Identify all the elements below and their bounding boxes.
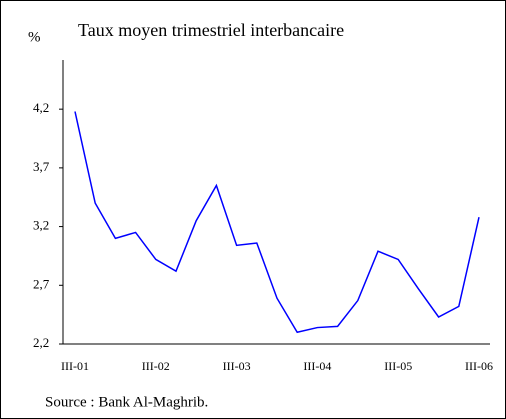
y-tick-label: 3,7 [33, 159, 50, 174]
series-line [74, 111, 480, 334]
x-tick-label: III-01 [61, 359, 89, 373]
x-tick-label: III-02 [142, 359, 170, 373]
x-tick-label: III-05 [384, 359, 412, 373]
x-tick-label: III-06 [465, 359, 493, 373]
chart-title: Taux moyen trimestriel interbancaire [78, 20, 344, 40]
x-tick-label: III-04 [303, 359, 331, 373]
x-tick-label: III-03 [223, 359, 251, 373]
y-tick-label: 4,2 [33, 100, 49, 115]
source-note: Source : Bank Al-Maghrib. [45, 394, 208, 410]
y-tick-label: 2,7 [33, 276, 50, 291]
y-tick-label: 2,2 [33, 335, 49, 350]
y-tick-label: 3,2 [33, 218, 49, 233]
y-axis-label: % [28, 29, 41, 45]
